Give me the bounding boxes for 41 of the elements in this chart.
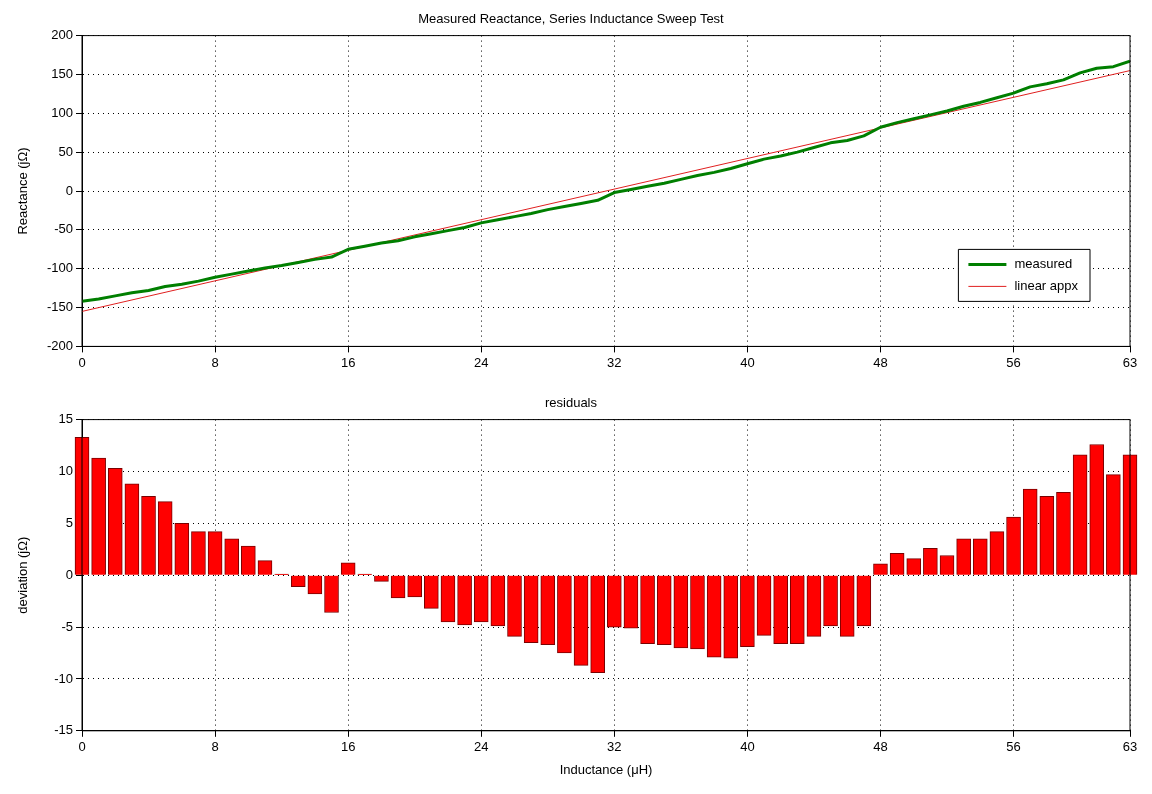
x-tick-label: 63 <box>1122 739 1138 755</box>
x-tick-label: 24 <box>474 739 489 755</box>
y-tick-label: -100 <box>46 260 73 276</box>
y-tick-label: 5 <box>65 514 73 530</box>
x-axis-title: Inductance (μH) <box>559 761 653 777</box>
x-tick-label: 0 <box>78 354 86 370</box>
x-tick-label: 63 <box>1122 354 1138 370</box>
x-tick-label: 8 <box>211 354 219 370</box>
y-tick-label: -200 <box>46 337 73 353</box>
y-tick-label: 100 <box>51 104 73 120</box>
x-tick-label: 48 <box>873 739 888 755</box>
x-tick-label: 16 <box>340 354 356 370</box>
x-tick-label: 48 <box>873 354 888 370</box>
y-tick-label: -150 <box>46 299 73 315</box>
y-tick-label: -10 <box>54 670 73 686</box>
y-axis-title: deviation (jΩ) <box>15 536 31 614</box>
x-tick-label: 40 <box>740 354 755 370</box>
legend-label: measured <box>1014 255 1073 271</box>
y-tick-label: 0 <box>65 566 73 582</box>
y-tick-label: 50 <box>58 143 73 159</box>
y-tick-label: 15 <box>58 411 73 427</box>
x-tick-label: 32 <box>607 354 622 370</box>
y-tick-label: -50 <box>54 221 73 237</box>
y-tick-label: 0 <box>65 182 73 198</box>
chart-title: Measured Reactance, Series Inductance Sweep Test <box>418 11 725 27</box>
y-axis-title: Reactance (jΩ) <box>15 147 31 235</box>
x-tick-label: 24 <box>474 354 489 370</box>
chart-title: residuals <box>544 395 598 411</box>
x-tick-label: 56 <box>1006 739 1021 755</box>
x-tick-label: 8 <box>211 739 219 755</box>
legend-label: linear appx <box>1014 277 1079 293</box>
y-tick-label: 10 <box>58 463 73 479</box>
x-tick-label: 16 <box>340 739 356 755</box>
y-tick-label: -5 <box>61 618 73 634</box>
x-tick-label: 40 <box>740 739 755 755</box>
y-tick-label: 200 <box>51 27 73 43</box>
y-tick-label: -15 <box>54 722 73 738</box>
y-tick-label: 150 <box>51 66 73 82</box>
x-tick-label: 0 <box>78 739 86 755</box>
x-tick-label: 56 <box>1006 354 1021 370</box>
x-tick-label: 32 <box>607 739 622 755</box>
